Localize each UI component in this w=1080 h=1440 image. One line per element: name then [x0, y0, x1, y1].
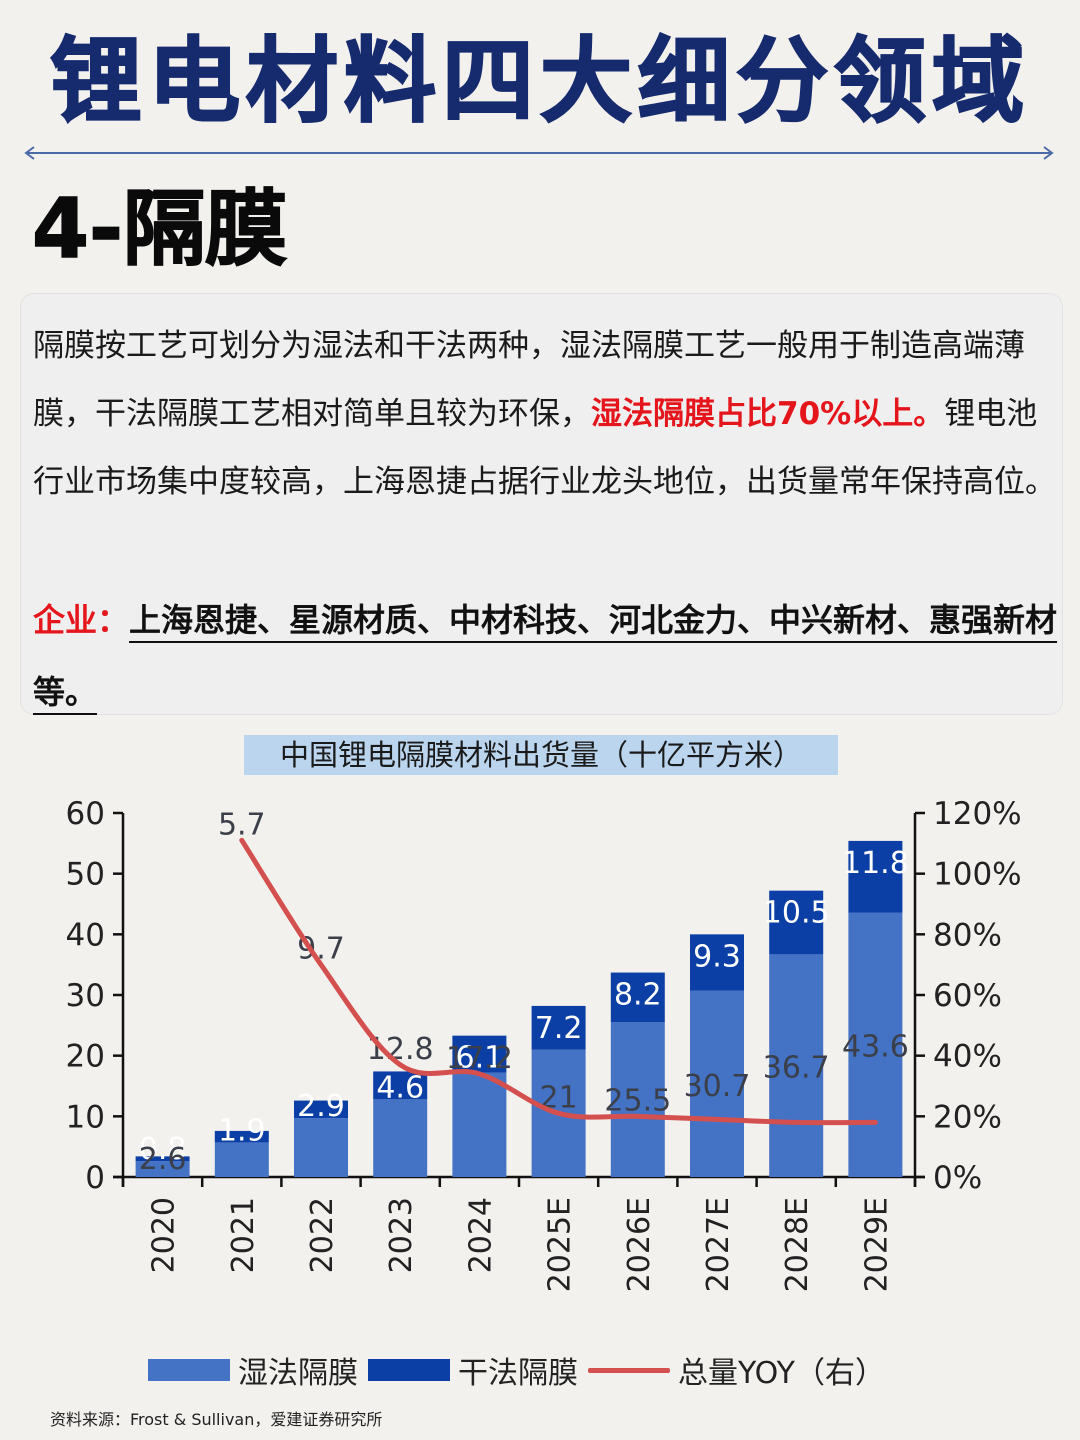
legend-swatch-yoy [588, 1367, 670, 1373]
svg-text:50: 50 [66, 857, 105, 893]
svg-text:80%: 80% [933, 917, 1002, 953]
svg-text:2026E: 2026E [622, 1197, 657, 1292]
companies-line: 企业：上海恩捷、星源材质、中材科技、河北金力、中兴新材、惠强新材等。 [33, 584, 1063, 728]
svg-text:100%: 100% [933, 857, 1022, 893]
svg-text:2025E: 2025E [543, 1197, 578, 1292]
svg-text:2022: 2022 [305, 1197, 340, 1273]
companies-label: 企业： [33, 601, 130, 639]
legend-item-dry: 干法隔膜 [368, 1348, 578, 1392]
svg-text:2029E: 2029E [859, 1197, 894, 1292]
svg-text:2.9: 2.9 [297, 1089, 345, 1124]
svg-text:2023: 2023 [384, 1197, 419, 1273]
legend-swatch-dry [368, 1359, 450, 1381]
source-note: 资料来源：Frost & Sullivan，爱建证券研究所 [50, 1410, 383, 1429]
svg-text:5.7: 5.7 [218, 807, 266, 842]
svg-text:60: 60 [66, 796, 105, 832]
svg-text:0: 0 [85, 1160, 105, 1196]
page-title: 锂电材料四大细分领域 [49, 27, 1030, 136]
svg-text:0.8: 0.8 [139, 1132, 187, 1167]
svg-text:2021: 2021 [226, 1197, 261, 1273]
svg-text:40%: 40% [933, 1039, 1002, 1075]
description-paragraph: 隔膜按工艺可划分为湿法和干法两种，湿法隔膜工艺一般用于制造高端薄膜，干法隔膜工艺… [33, 312, 1063, 516]
description-card: 隔膜按工艺可划分为湿法和干法两种，湿法隔膜工艺一般用于制造高端薄膜，干法隔膜工艺… [20, 293, 1063, 715]
legend-label: 总量YOY（右） [678, 1356, 885, 1391]
double-arrow-divider [24, 146, 1054, 160]
svg-text:20%: 20% [933, 1099, 1002, 1135]
svg-text:30: 30 [66, 978, 105, 1014]
highlight-text: 湿法隔膜占比70%以上。 [591, 396, 945, 432]
legend-item-wet: 湿法隔膜 [148, 1348, 358, 1392]
svg-text:12.8: 12.8 [367, 1032, 434, 1067]
svg-text:11.8: 11.8 [842, 846, 909, 881]
svg-text:60%: 60% [933, 978, 1002, 1014]
section-title: 4-隔膜 [31, 181, 288, 278]
svg-text:40: 40 [66, 917, 105, 953]
svg-text:0%: 0% [933, 1160, 982, 1196]
svg-text:43.6: 43.6 [842, 1030, 909, 1065]
companies-list: 上海恩捷、星源材质、中材科技、河北金力、中兴新材、惠强新材等。 [33, 601, 1058, 711]
svg-text:120%: 120% [933, 796, 1022, 832]
svg-text:2027E: 2027E [701, 1197, 736, 1292]
svg-text:4.6: 4.6 [376, 1070, 424, 1105]
legend-label: 干法隔膜 [458, 1356, 578, 1391]
legend-label: 湿法隔膜 [238, 1356, 358, 1391]
svg-text:9.3: 9.3 [693, 939, 741, 974]
svg-text:10.5: 10.5 [763, 896, 830, 931]
legend-swatch-wet [148, 1359, 230, 1381]
svg-text:2.6: 2.6 [139, 1142, 187, 1177]
svg-text:2028E: 2028E [780, 1197, 815, 1292]
description-text-after: 锂电池行业市场集中度较高，上海恩捷占据行业龙头地位，出货量常年保持高位。 [33, 396, 1056, 500]
svg-text:25.5: 25.5 [604, 1083, 671, 1118]
svg-text:1.9: 1.9 [218, 1113, 266, 1148]
svg-text:8.2: 8.2 [614, 978, 662, 1013]
stacked-bar-line-chart: 01020304050600%20%40%60%80%100%120%0.82.… [66, 796, 1022, 1292]
description-text: 隔膜按工艺可划分为湿法和干法两种，湿法隔膜工艺一般用于制造高端薄膜，干法隔膜工艺… [33, 328, 1025, 432]
svg-text:10: 10 [66, 1099, 105, 1135]
svg-text:7.2: 7.2 [535, 1011, 583, 1046]
svg-text:2020: 2020 [147, 1197, 182, 1273]
svg-text:2024: 2024 [463, 1197, 498, 1273]
chart-title: 中国锂电隔膜材料出货量（十亿平方米） [244, 735, 838, 775]
svg-text:20: 20 [66, 1039, 105, 1075]
svg-text:30.7: 30.7 [684, 1069, 751, 1104]
legend-item-yoy: 总量YOY（右） [588, 1348, 885, 1392]
chart-legend: 湿法隔膜 干法隔膜 总量YOY（右） [148, 1348, 895, 1392]
svg-text:36.7: 36.7 [763, 1051, 830, 1086]
